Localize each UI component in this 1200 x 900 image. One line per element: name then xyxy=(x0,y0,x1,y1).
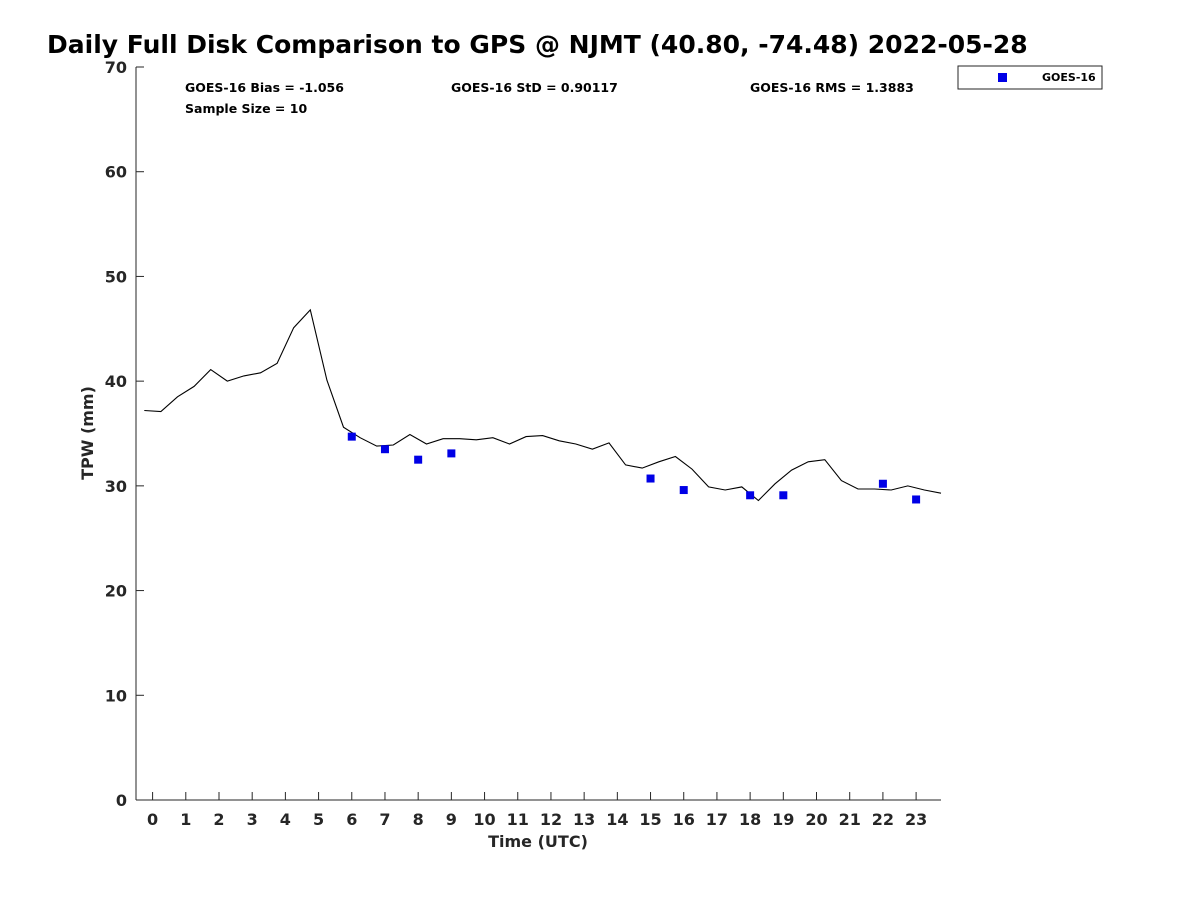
x-axis-ticks: 0 1 2 3 4 5 6 7 8 9 10 11 12 13 14 15 16 17 18 19 20 21 22 23 xyxy=(147,792,927,829)
goes16-point xyxy=(746,491,755,500)
legend-label: GOES-16 xyxy=(1042,71,1096,84)
bias-stat: GOES-16 Bias = -1.056 xyxy=(185,80,344,95)
x-tick-label: 23 xyxy=(905,810,927,829)
x-tick-label: 5 xyxy=(313,810,324,829)
y-tick-label: 40 xyxy=(105,372,127,391)
x-tick-label: 17 xyxy=(706,810,728,829)
x-tick-label: 18 xyxy=(739,810,761,829)
x-tick-label: 0 xyxy=(147,810,158,829)
x-tick-label: 13 xyxy=(573,810,595,829)
x-tick-label: 11 xyxy=(507,810,529,829)
goes16-point xyxy=(447,449,456,458)
y-tick-label: 50 xyxy=(105,267,127,286)
x-tick-label: 19 xyxy=(772,810,794,829)
x-tick-label: 22 xyxy=(872,810,894,829)
x-tick-label: 14 xyxy=(606,810,628,829)
x-tick-label: 9 xyxy=(446,810,457,829)
y-tick-label: 60 xyxy=(105,163,127,182)
series-layer xyxy=(144,308,942,504)
y-axis-label: TPW (mm) xyxy=(78,386,97,480)
legend-box xyxy=(957,65,1103,90)
x-tick-label: 1 xyxy=(180,810,191,829)
goes16-point xyxy=(414,455,423,464)
legend: GOES-16 xyxy=(957,65,1103,90)
sample-size-stat: Sample Size = 10 xyxy=(185,101,307,116)
x-tick-label: 7 xyxy=(379,810,390,829)
gps-tpw-line xyxy=(144,308,942,502)
y-axis-ticks: 0 10 20 30 40 50 60 70 xyxy=(105,58,144,810)
y-tick-label: 20 xyxy=(105,582,127,601)
x-axis-label: Time (UTC) xyxy=(488,832,588,851)
rms-stat: GOES-16 RMS = 1.3883 xyxy=(750,80,914,95)
goes16-point xyxy=(646,474,655,483)
y-tick-label: 70 xyxy=(105,58,127,77)
x-tick-label: 3 xyxy=(247,810,258,829)
x-tick-label: 12 xyxy=(540,810,562,829)
x-tick-label: 10 xyxy=(473,810,495,829)
x-tick-label: 8 xyxy=(413,810,424,829)
std-stat: GOES-16 StD = 0.90117 xyxy=(451,80,618,95)
x-tick-label: 2 xyxy=(213,810,224,829)
x-tick-label: 21 xyxy=(839,810,861,829)
x-tick-label: 20 xyxy=(805,810,827,829)
x-tick-label: 16 xyxy=(673,810,695,829)
y-tick-label: 0 xyxy=(116,791,127,810)
goes16-point xyxy=(779,491,788,500)
goes16-point xyxy=(380,445,389,454)
legend-marker xyxy=(998,73,1007,82)
x-tick-label: 4 xyxy=(280,810,291,829)
chart-title: Daily Full Disk Comparison to GPS @ NJMT… xyxy=(47,30,1028,59)
x-tick-label: 6 xyxy=(346,810,357,829)
goes16-point xyxy=(347,432,356,441)
goes16-point xyxy=(679,486,688,495)
goes16-point xyxy=(912,495,921,504)
x-tick-label: 15 xyxy=(639,810,661,829)
y-tick-label: 10 xyxy=(105,686,127,705)
goes16-point xyxy=(878,479,887,488)
y-tick-label: 30 xyxy=(105,477,127,496)
